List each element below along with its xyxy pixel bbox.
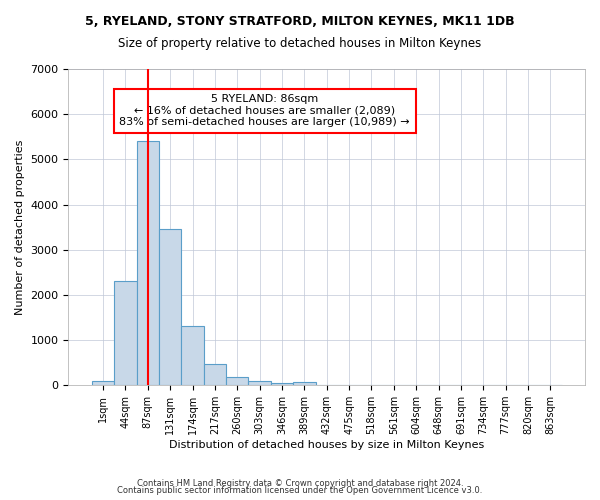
Bar	[137, 142, 159, 385]
Text: Contains HM Land Registry data © Crown copyright and database right 2024.: Contains HM Land Registry data © Crown c…	[137, 478, 463, 488]
Bar	[293, 382, 316, 385]
Bar	[226, 378, 248, 385]
Text: Size of property relative to detached houses in Milton Keynes: Size of property relative to detached ho…	[118, 38, 482, 51]
Bar	[204, 364, 226, 385]
Bar	[92, 380, 114, 385]
Bar	[248, 381, 271, 385]
Text: 5 RYELAND: 86sqm
← 16% of detached houses are smaller (2,089)
83% of semi-detach: 5 RYELAND: 86sqm ← 16% of detached house…	[119, 94, 410, 128]
Bar	[159, 230, 181, 385]
X-axis label: Distribution of detached houses by size in Milton Keynes: Distribution of detached houses by size …	[169, 440, 484, 450]
Y-axis label: Number of detached properties: Number of detached properties	[15, 140, 25, 315]
Bar	[271, 382, 293, 385]
Text: Contains public sector information licensed under the Open Government Licence v3: Contains public sector information licen…	[118, 486, 482, 495]
Bar	[114, 282, 137, 385]
Text: 5, RYELAND, STONY STRATFORD, MILTON KEYNES, MK11 1DB: 5, RYELAND, STONY STRATFORD, MILTON KEYN…	[85, 15, 515, 28]
Bar	[181, 326, 204, 385]
